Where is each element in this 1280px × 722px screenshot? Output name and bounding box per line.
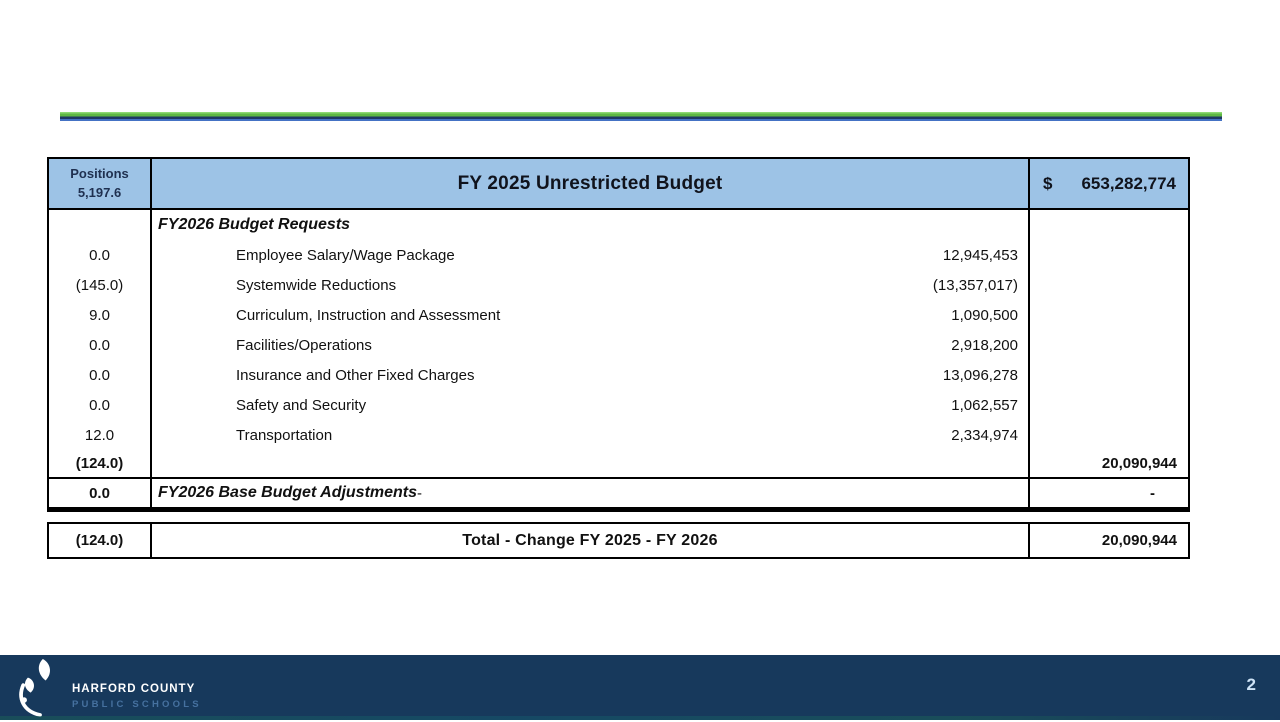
row-positions: 0.0 xyxy=(49,240,152,270)
row-label: Safety and Security xyxy=(236,396,367,414)
org-name: HARFORD COUNTY xyxy=(72,683,196,695)
positions-header-cell: Positions 5,197.6 xyxy=(49,159,152,208)
row-amount: 2,334,974 xyxy=(951,426,1018,444)
table-title: FY 2025 Unrestricted Budget xyxy=(457,172,723,194)
base-label: FY2026 Base Budget Adjustments xyxy=(158,484,418,501)
row-label: Curriculum, Instruction and Assessment xyxy=(236,306,501,324)
table-title-cell: FY 2025 Unrestricted Budget xyxy=(152,159,1030,208)
budget-table: Positions 5,197.6 FY 2025 Unrestricted B… xyxy=(47,157,1190,512)
row-label: Insurance and Other Fixed Charges xyxy=(236,366,475,384)
row-positions: 0.0 xyxy=(49,390,152,420)
page-number: 2 xyxy=(1246,675,1256,694)
grand-total-row: (124.0) Total - Change FY 2025 - FY 2026… xyxy=(47,522,1190,559)
row-positions: 9.0 xyxy=(49,300,152,330)
row-amount: 2,918,200 xyxy=(951,336,1018,354)
row-positions: (145.0) xyxy=(49,270,152,300)
table-row: 9.0 Curriculum, Instruction and Assessme… xyxy=(49,300,1188,330)
row-positions: 0.0 xyxy=(49,330,152,360)
row-label: Transportation xyxy=(236,426,333,444)
table-row: 0.0 Safety and Security 1,062,557 xyxy=(49,390,1188,420)
table-row: 12.0 Transportation 2,334,974 xyxy=(49,420,1188,450)
budget-total-value: 653,282,774 xyxy=(1081,173,1176,193)
base-adjustments-row: 0.0 FY2026 Base Budget Adjustments - - xyxy=(49,479,1188,507)
row-amount: 1,090,500 xyxy=(951,306,1018,324)
row-amount: 12,945,453 xyxy=(942,246,1018,264)
grand-total-positions: (124.0) xyxy=(49,524,152,557)
row-label: Facilities/Operations xyxy=(236,336,372,354)
positions-header-label: Positions xyxy=(70,166,129,182)
row-positions: 12.0 xyxy=(49,420,152,450)
budget-total-cell: $ 653,282,774 xyxy=(1030,159,1188,208)
grand-total-amount: 20,090,944 xyxy=(1101,532,1177,549)
row-amount: 1,062,557 xyxy=(951,396,1018,414)
table-row: 0.0 Facilities/Operations 2,918,200 xyxy=(49,330,1188,360)
district-logo: HARFORD COUNTY PUBLIC SCHOOLS xyxy=(12,657,202,722)
row-label: Employee Salary/Wage Package xyxy=(236,246,455,264)
section-label: FY2026 Budget Requests xyxy=(158,216,351,233)
row-amount: 13,096,278 xyxy=(942,366,1018,384)
table-row: 0.0 Employee Salary/Wage Package 12,945,… xyxy=(49,240,1188,270)
org-subtitle: PUBLIC SCHOOLS xyxy=(72,699,202,710)
footer-bar: HARFORD COUNTY PUBLIC SCHOOLS 2 xyxy=(0,655,1280,720)
footer-bottom-edge xyxy=(0,716,1280,720)
currency-symbol: $ xyxy=(1043,173,1053,193)
base-amount: - xyxy=(417,484,423,502)
subtotal-row: (124.0) 20,090,944 xyxy=(49,450,1188,479)
row-label: Systemwide Reductions xyxy=(236,276,397,294)
table-header-row: Positions 5,197.6 FY 2025 Unrestricted B… xyxy=(49,159,1188,210)
subtotal-positions: (124.0) xyxy=(49,450,152,477)
grand-total-label: Total - Change FY 2025 - FY 2026 xyxy=(462,531,718,549)
row-amount: (13,357,017) xyxy=(932,276,1018,294)
section-row: FY2026 Budget Requests xyxy=(49,210,1188,240)
separator-rule xyxy=(60,112,1222,121)
table-row: 0.0 Insurance and Other Fixed Charges 13… xyxy=(49,360,1188,390)
row-positions: 0.0 xyxy=(49,360,152,390)
table-row: (145.0) Systemwide Reductions (13,357,01… xyxy=(49,270,1188,300)
leaf-logo-icon xyxy=(12,657,68,722)
base-positions: 0.0 xyxy=(49,479,152,507)
positions-total-value: 5,197.6 xyxy=(77,184,122,200)
base-total: - xyxy=(1150,484,1155,502)
subtotal-amount: 20,090,944 xyxy=(1101,455,1177,472)
